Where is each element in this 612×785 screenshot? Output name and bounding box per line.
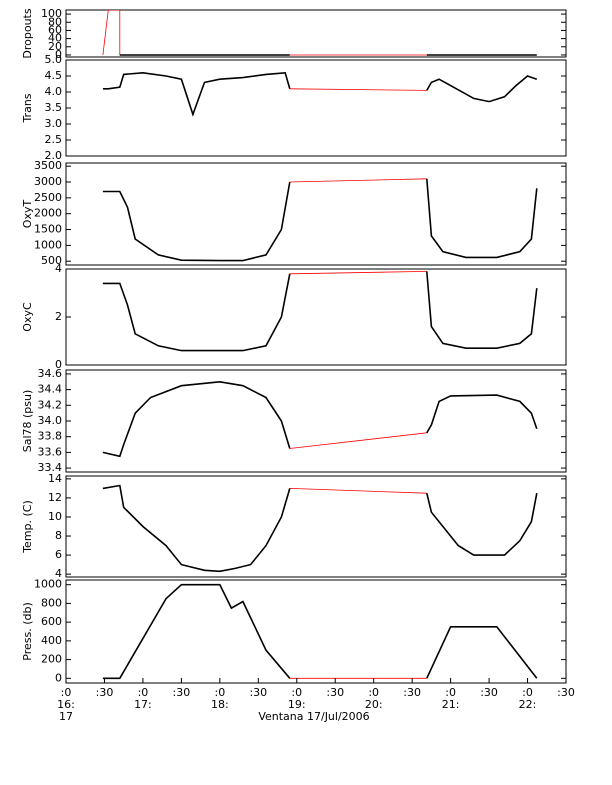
y-axis-label: Trans <box>21 93 34 123</box>
y-tick-label: 5.0 <box>45 53 63 66</box>
y-axis-label: Press. (db) <box>21 602 34 661</box>
plot-frame <box>65 579 567 684</box>
data-line <box>289 271 427 275</box>
plot-frame <box>65 268 567 366</box>
y-tick-label: 2 <box>55 310 62 323</box>
x-hour-label: 22: <box>519 698 537 711</box>
data-line <box>426 493 538 556</box>
y-tick-label: 34.6 <box>38 367 63 380</box>
plot-frame <box>65 162 567 266</box>
x-hour-label: 16: <box>57 698 75 711</box>
y-tick-label: 10 <box>48 510 62 523</box>
data-line <box>102 380 291 458</box>
x-tick-label: :30 <box>480 686 498 699</box>
y-tick-label: 33.8 <box>38 430 63 443</box>
y-axis-label: OxyC <box>21 302 34 332</box>
y-tick-label: 4 <box>55 262 62 275</box>
y-tick-label: 33.4 <box>38 461 63 474</box>
y-tick-label: 1500 <box>34 223 62 236</box>
data-line <box>289 432 427 449</box>
y-tick-label: 40 <box>48 32 62 45</box>
x-hour-label: 21: <box>442 698 460 711</box>
y-axis-label: Dropouts <box>21 8 34 58</box>
y-tick-label: 14 <box>48 472 62 485</box>
y-tick-label: 4.0 <box>45 85 63 98</box>
y-tick-label: 34.2 <box>38 398 63 411</box>
x-hour-label: 17: <box>134 698 152 711</box>
x-tick-label: :30 <box>96 686 114 699</box>
data-line <box>289 178 427 183</box>
y-tick-label: 3.0 <box>45 117 63 130</box>
y-tick-label: 200 <box>41 653 62 666</box>
y-axis-label: Temp. (C) <box>21 500 34 554</box>
x-tick-label: :0 <box>445 686 456 699</box>
y-tick-label: 400 <box>41 634 62 647</box>
y-tick-label: 20 <box>48 40 62 53</box>
y-tick-label: 4.5 <box>45 69 63 82</box>
y-tick-label: 34.0 <box>38 414 63 427</box>
y-tick-label: 0 <box>55 358 62 371</box>
y-tick-label: 3000 <box>34 175 62 188</box>
y-tick-label: 800 <box>41 596 62 609</box>
data-line <box>102 181 291 262</box>
data-line <box>426 271 538 349</box>
x-tick-label: :30 <box>249 686 267 699</box>
y-tick-label: 0 <box>55 671 62 684</box>
data-line <box>102 71 291 117</box>
x-axis-label: Ventana 17/Jul/2006 <box>258 710 369 723</box>
y-tick-label: 100 <box>41 7 62 20</box>
data-line <box>426 626 538 679</box>
data-line <box>102 273 291 352</box>
x-tick-label: :30 <box>326 686 344 699</box>
data-line <box>426 178 538 259</box>
y-tick-label: 2.0 <box>45 149 63 162</box>
y-tick-label: 6 <box>55 548 62 561</box>
y-tick-label: 80 <box>48 15 62 28</box>
x-tick-label: :0 <box>368 686 379 699</box>
plot-frame <box>65 59 567 157</box>
y-tick-label: 3500 <box>34 159 62 172</box>
y-tick-label: 1000 <box>34 578 62 591</box>
x-tick-label: :0 <box>522 686 533 699</box>
x-tick-label: :30 <box>557 686 575 699</box>
y-axis-label: OxyT <box>21 200 34 229</box>
y-tick-label: 33.6 <box>38 445 63 458</box>
y-tick-label: 4 <box>55 567 62 580</box>
data-line <box>426 394 538 434</box>
y-tick-label: 2000 <box>34 207 62 220</box>
y-tick-label: 1000 <box>34 238 62 251</box>
y-tick-label: 8 <box>55 529 62 542</box>
y-tick-label: 500 <box>41 254 62 267</box>
x-date-label: 17 <box>59 710 73 723</box>
data-line <box>289 488 427 494</box>
y-tick-label: 2500 <box>34 191 62 204</box>
x-tick-label: :0 <box>138 686 149 699</box>
plot-frame <box>65 9 567 58</box>
y-tick-label: 34.4 <box>38 383 63 396</box>
x-tick-label: :0 <box>291 686 302 699</box>
y-tick-label: 2.5 <box>45 133 63 146</box>
plot-frame <box>65 475 567 578</box>
x-hour-label: 20: <box>365 698 383 711</box>
x-tick-label: :30 <box>173 686 191 699</box>
x-tick-label: :0 <box>61 686 72 699</box>
x-tick-label: :30 <box>403 686 421 699</box>
x-hour-label: 18: <box>211 698 229 711</box>
plot-frame <box>65 369 567 473</box>
data-line <box>289 88 427 91</box>
x-hour-label: 19: <box>288 698 306 711</box>
y-tick-label: 0 <box>55 48 62 61</box>
x-tick-label: :0 <box>214 686 225 699</box>
data-line <box>102 583 291 680</box>
y-tick-label: 12 <box>48 491 62 504</box>
data-line <box>102 484 291 573</box>
data-line <box>426 75 538 103</box>
data-line <box>102 10 121 56</box>
y-tick-label: 3.5 <box>45 101 63 114</box>
y-tick-label: 60 <box>48 23 62 36</box>
y-axis-label: Sal78 (psu) <box>21 390 34 453</box>
y-tick-label: 600 <box>41 615 62 628</box>
